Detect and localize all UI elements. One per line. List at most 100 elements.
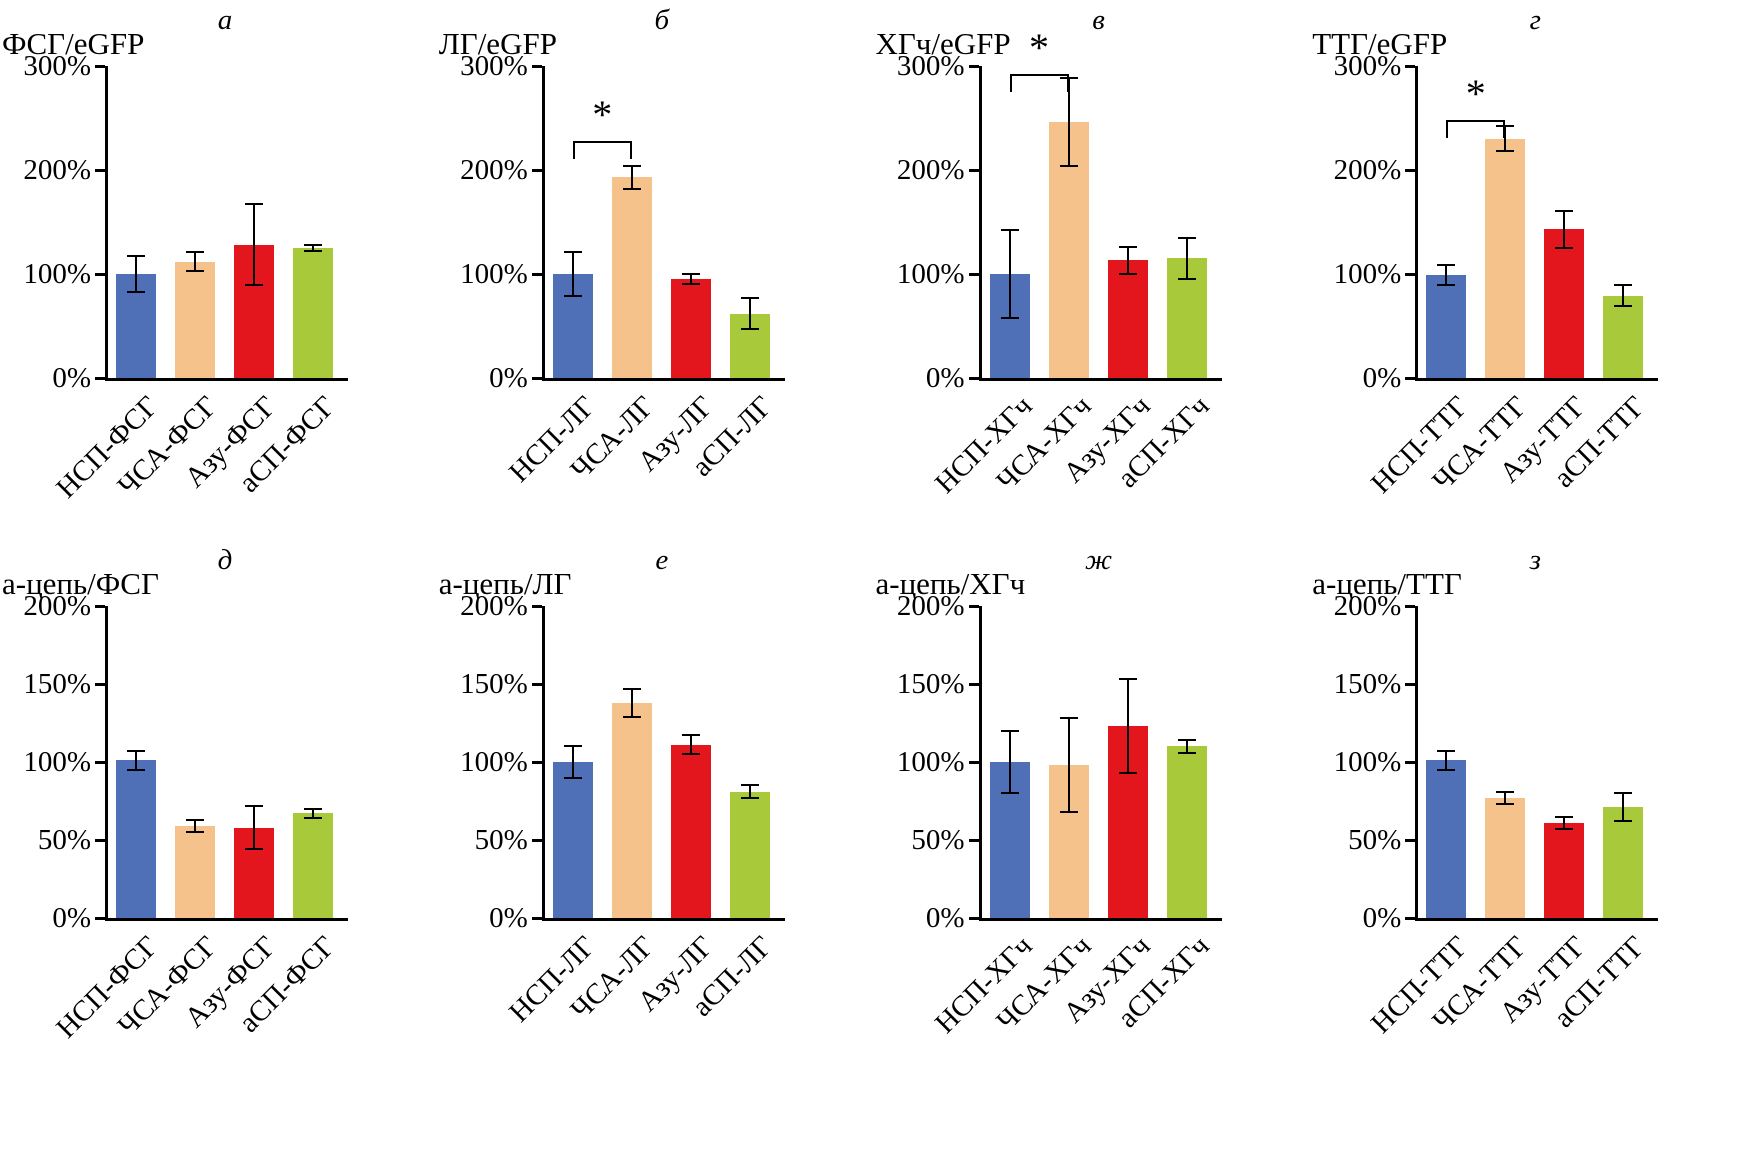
error-bar-cap-bottom	[740, 796, 759, 799]
error-bar-cap-bottom	[681, 283, 700, 286]
y-tick-label: 200%	[896, 590, 965, 622]
y-tick-mark	[95, 838, 105, 842]
panel-letter: г	[1529, 4, 1541, 36]
error-bar-cap-top	[681, 734, 700, 737]
y-tick-label: 150%	[1333, 668, 1402, 700]
y-tick-label: 150%	[896, 668, 965, 700]
plot-area: 0% 50% 100% 150% 200% НСП-ХГч ЧСА-ХГч Азу-ХГч аС…	[897, 590, 1222, 1040]
error-bar-cap-bottom	[1059, 810, 1078, 813]
error-bar-line	[312, 808, 314, 819]
chart-panel: б ЛГ/eGFP 0% 100% 200% 300% НСП-ЛГ ЧСА-ЛГ Азу-ЛГ…	[437, 0, 874, 540]
error-bar-cap-bottom	[127, 768, 145, 771]
error-bar-cap-top	[1177, 236, 1196, 239]
y-tick-mark	[95, 168, 105, 172]
error-bar-cap-bottom	[1555, 828, 1574, 831]
y-tick-mark	[531, 682, 542, 686]
error-bar-line	[1445, 751, 1448, 770]
y-tick-mark	[531, 760, 542, 764]
error-bar-cap-top	[1614, 284, 1633, 287]
y-tick-label: 300%	[1333, 50, 1402, 82]
error-bar-line	[1563, 210, 1566, 248]
y-tick-mark	[968, 272, 979, 276]
y-tick-mark	[968, 376, 979, 380]
error-bar-line	[1504, 126, 1507, 152]
bar	[1544, 822, 1585, 918]
error-bar-cap-top	[245, 804, 263, 807]
error-bar-cap-bottom	[563, 776, 582, 779]
plot-area: 0% 50% 100% 150% 200% НСП-ТТГ ЧСА-ТТГ Азу-ТТГ аС…	[1334, 590, 1659, 1040]
error-bar-line	[1126, 246, 1129, 274]
error-bar-line	[1126, 679, 1129, 773]
error-bar-cap-top	[740, 296, 759, 299]
significance-bracket-end	[1503, 120, 1506, 139]
y-tick-mark	[968, 168, 979, 172]
y-tick-mark	[531, 272, 542, 276]
error-bar-cap-top	[127, 750, 145, 753]
y-tick-label: 100%	[1333, 258, 1402, 290]
error-bar-line	[630, 165, 633, 189]
bar	[552, 762, 593, 918]
significance-star: *	[1029, 25, 1049, 71]
error-bar-line	[748, 785, 751, 798]
y-tick-mark	[95, 64, 105, 68]
chart-panel: ж а-цепь/ХГч 0% 50% 100% 150% 200% НСП-ХГч ЧСА-Х…	[874, 540, 1311, 1152]
y-tick-mark	[531, 64, 542, 68]
error-bar-line	[1067, 718, 1070, 812]
panel-letter: е	[655, 544, 669, 576]
bar	[1544, 229, 1585, 378]
significance-bracket-end	[572, 140, 575, 159]
error-bar-cap-top	[1000, 229, 1019, 232]
bar	[175, 825, 215, 918]
y-tick-mark	[968, 838, 979, 842]
y-tick-mark	[1405, 272, 1416, 276]
error-bar-line	[135, 256, 137, 292]
error-bar-cap-bottom	[127, 290, 145, 293]
error-bar-cap-top	[740, 784, 759, 787]
error-bar-cap-top	[186, 251, 204, 254]
error-bar-cap-top	[1059, 717, 1078, 720]
panel-letter: ж	[1085, 544, 1112, 576]
bar	[670, 744, 711, 918]
error-bar-cap-top	[127, 255, 145, 258]
error-bar-cap-bottom	[563, 294, 582, 297]
chart-title: а-цепь/ЛГ	[438, 566, 572, 601]
bar	[1485, 797, 1526, 918]
error-bar-line	[748, 297, 751, 330]
significance-star: *	[592, 91, 613, 137]
y-tick-mark	[1405, 376, 1416, 380]
error-bar-cap-bottom	[1437, 768, 1456, 771]
chart-panel: г ТТГ/eGFP 0% 100% 200% 300% НСП-ТТГ ЧСА-ТТГ Азу…	[1310, 0, 1747, 540]
error-bar-cap-top	[1437, 750, 1456, 753]
y-tick-label: 300%	[23, 50, 91, 82]
y-tick-mark	[531, 376, 542, 380]
y-tick-mark	[1405, 760, 1416, 764]
y-tick-mark	[968, 64, 979, 68]
y-tick-label: 150%	[460, 668, 528, 700]
error-bar-line	[1622, 285, 1625, 307]
panel-letter: в	[1092, 4, 1105, 36]
bar	[1603, 295, 1644, 378]
y-tick-mark	[1405, 168, 1416, 172]
significance-bracket	[572, 140, 632, 143]
error-bar-line	[135, 751, 137, 770]
y-tick-mark	[531, 916, 542, 920]
error-bar-cap-bottom	[245, 284, 263, 287]
y-tick-label: 300%	[896, 50, 965, 82]
y-tick-mark	[1405, 604, 1416, 608]
y-tick-label: 0%	[52, 902, 91, 934]
error-bar-cap-top	[622, 687, 641, 690]
y-tick-label: 200%	[23, 590, 91, 622]
error-bar-cap-top	[1555, 815, 1574, 818]
chart-panel: в ХГч/eGFP 0% 100% 200% 300% НСП-ХГч ЧСА-ХГч Азу…	[874, 0, 1311, 540]
error-bar-cap-top	[1496, 790, 1515, 793]
error-bar-cap-bottom	[1614, 305, 1633, 308]
error-bar-cap-bottom	[245, 848, 263, 851]
bar	[1603, 807, 1644, 918]
chart-title: а-цепь/ХГч	[875, 566, 1026, 601]
bar	[1166, 746, 1207, 918]
y-tick-label: 100%	[896, 746, 965, 778]
y-tick-label: 0%	[1362, 902, 1402, 934]
error-bar-cap-bottom	[1555, 247, 1574, 249]
y-tick-label: 200%	[1333, 154, 1402, 186]
